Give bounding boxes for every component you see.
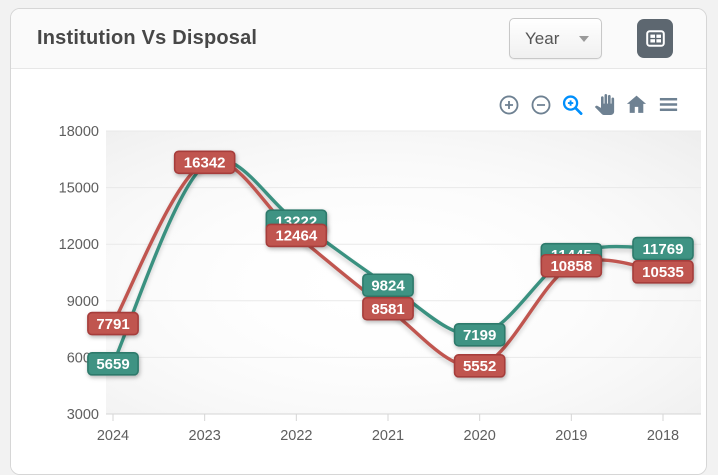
- x-axis-label: 2020: [464, 428, 496, 444]
- data-label-institution: 7199: [453, 322, 506, 347]
- svg-text:11769: 11769: [643, 241, 684, 258]
- chevron-down-icon: [579, 35, 589, 42]
- svg-text:16342: 16342: [184, 155, 226, 172]
- chart-title: Institution Vs Disposal: [37, 27, 258, 49]
- table-grid-icon: [645, 30, 665, 47]
- period-dropdown[interactable]: Year: [509, 18, 602, 59]
- data-label-disposal: 10535: [632, 260, 694, 284]
- zoom-out-icon[interactable]: [529, 93, 552, 116]
- selection-zoom-icon[interactable]: [561, 93, 584, 116]
- x-axis-label: 2021: [372, 428, 404, 444]
- x-axis-label: 2019: [555, 428, 587, 444]
- chart-toolbar: [497, 93, 680, 116]
- svg-text:10858: 10858: [550, 258, 592, 275]
- y-axis-label: 18000: [59, 124, 99, 140]
- x-axis-label: 2018: [647, 428, 679, 444]
- data-label-disposal: 10858: [540, 253, 603, 278]
- data-label-disposal: 8581: [362, 296, 414, 321]
- data-label-institution: 5659: [87, 352, 139, 376]
- y-axis-label: 15000: [59, 181, 99, 197]
- data-label-disposal: 16342: [173, 150, 236, 175]
- svg-text:8581: 8581: [371, 301, 404, 318]
- x-axis-label: 2023: [189, 428, 221, 444]
- svg-text:9824: 9824: [371, 278, 405, 295]
- x-axis-label: 2022: [280, 428, 312, 444]
- data-label-disposal: 5552: [453, 354, 506, 378]
- chart-body: 18000 15000 12000 9000 6000 3000 2024 2023 2022 2…: [11, 69, 707, 475]
- zoom-in-icon[interactable]: [497, 93, 520, 116]
- svg-text:5659: 5659: [96, 356, 129, 373]
- y-axis-label: 9000: [67, 294, 99, 310]
- y-axis-label: 3000: [67, 407, 99, 423]
- x-axis-label: 2024: [97, 428, 129, 444]
- svg-text:7199: 7199: [463, 327, 496, 344]
- menu-icon[interactable]: [657, 93, 680, 116]
- data-label-institution: 9824: [362, 273, 414, 298]
- svg-text:10535: 10535: [642, 264, 684, 281]
- y-axis-label: 12000: [59, 237, 99, 253]
- grid-view-button[interactable]: [637, 19, 673, 58]
- home-icon[interactable]: [625, 93, 648, 116]
- data-label-disposal: 12464: [265, 223, 328, 248]
- period-dropdown-value: Year: [525, 28, 560, 48]
- svg-text:12464: 12464: [275, 228, 317, 245]
- data-label-institution: 11769: [632, 236, 694, 261]
- chart-card: Institution Vs Disposal Year: [10, 8, 707, 475]
- data-label-disposal: 7791: [87, 311, 139, 336]
- svg-text:5552: 5552: [463, 358, 496, 375]
- svg-text:7791: 7791: [96, 316, 129, 333]
- card-header: Institution Vs Disposal Year: [11, 9, 706, 69]
- header-actions: Year: [509, 18, 673, 59]
- pan-icon[interactable]: [593, 93, 616, 116]
